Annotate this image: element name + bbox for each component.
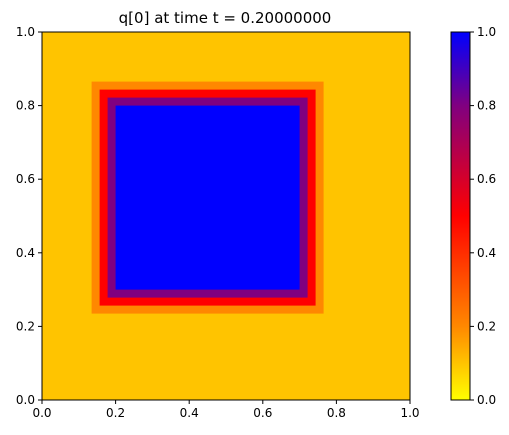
plot-frame (41, 31, 411, 401)
colorbar-tick-label: 0.2 (477, 319, 496, 333)
y-tick-label: 0.6 (16, 172, 35, 186)
heatmap-plot (42, 32, 410, 400)
x-tick-label: 0.8 (327, 406, 346, 420)
colorbar-tick-label: 0.8 (477, 99, 496, 113)
x-axis: 0.0 0.2 0.4 0.6 0.8 1.0 (32, 400, 420, 420)
x-tick-label: 0.4 (180, 406, 199, 420)
colorbar-tick-label: 0.0 (477, 393, 496, 407)
x-tick-label: 0.6 (253, 406, 272, 420)
y-axis: 0.0 0.2 0.4 0.6 0.8 1.0 (16, 25, 42, 407)
colorbar-tick-label: 0.4 (477, 246, 496, 260)
x-tick-label: 0.2 (106, 406, 125, 420)
y-tick-label: 0.8 (16, 99, 35, 113)
x-tick-label: 1.0 (400, 406, 419, 420)
colorbar-tick-label: 1.0 (477, 25, 496, 39)
colorbar (450, 31, 471, 401)
colorbar-axis: 0.0 0.2 0.4 0.6 0.8 1.0 (470, 25, 496, 407)
colorbar-tick-label: 0.6 (477, 172, 496, 186)
y-tick-label: 1.0 (16, 25, 35, 39)
y-tick-label: 0.0 (16, 393, 35, 407)
x-tick-label: 0.0 (32, 406, 51, 420)
chart-title: q[0] at time t = 0.20000000 (119, 9, 332, 27)
y-tick-label: 0.2 (16, 319, 35, 333)
y-tick-label: 0.4 (16, 246, 35, 260)
heatmap-square (115, 105, 300, 290)
